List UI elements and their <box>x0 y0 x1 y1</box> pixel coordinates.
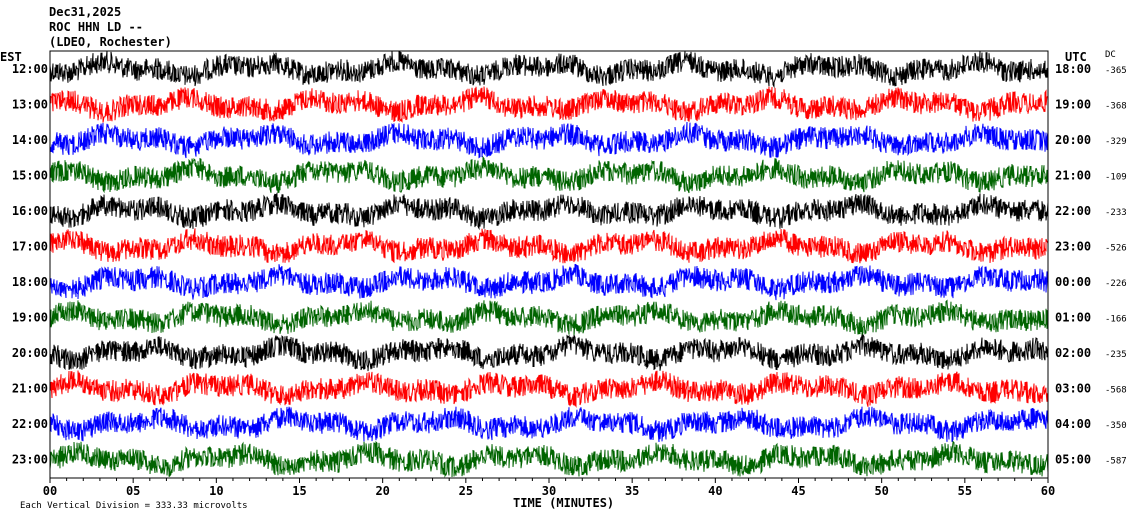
trace-line <box>49 440 1049 478</box>
trace-line <box>49 192 1049 231</box>
est-hour-label: 20:00 <box>12 346 48 360</box>
dc-offset-label: -526 <box>1105 244 1127 254</box>
x-tick-label: 45 <box>791 484 805 498</box>
utc-hour-label: 03:00 <box>1055 382 1091 396</box>
trace-line <box>49 86 1049 123</box>
trace-line <box>49 263 1049 301</box>
utc-hour-label: 22:00 <box>1055 204 1091 218</box>
utc-hour-label: 19:00 <box>1055 98 1091 112</box>
utc-hour-label: 18:00 <box>1055 62 1091 76</box>
x-tick-label: 15 <box>292 484 306 498</box>
x-tick-label: 25 <box>459 484 473 498</box>
x-tick-label: 20 <box>375 484 389 498</box>
utc-hour-label: 01:00 <box>1055 311 1091 325</box>
utc-hour-label: 21:00 <box>1055 169 1091 183</box>
header-network: (LDEO, Rochester) <box>49 35 172 49</box>
dc-offset-label: -329 <box>1105 137 1127 147</box>
x-tick-label: 30 <box>542 484 556 498</box>
trace-line <box>49 121 1049 159</box>
est-hour-label: 19:00 <box>12 311 48 325</box>
utc-hour-label: 04:00 <box>1055 417 1091 431</box>
x-tick-label: 60 <box>1041 484 1055 498</box>
x-tick-label: 05 <box>126 484 140 498</box>
est-hour-label: 16:00 <box>12 204 48 218</box>
row-labels: 12:00 18:00 -365 13:00 19:00 -368 14:00 20:00 -3… <box>12 62 1127 467</box>
header-date: Dec31,2025 <box>49 5 121 19</box>
trace-line <box>49 228 1049 264</box>
est-hour-label: 14:00 <box>12 133 48 147</box>
right-axis-title: UTC <box>1065 50 1087 64</box>
utc-hour-label: 23:00 <box>1055 240 1091 254</box>
dc-offset-label: -166 <box>1105 315 1127 325</box>
trace-line <box>49 50 1049 89</box>
dc-offset-label: -368 <box>1105 102 1127 112</box>
trace-line <box>49 406 1049 443</box>
dc-offset-label: -226 <box>1105 279 1127 289</box>
x-tick-label: 00 <box>43 484 57 498</box>
trace-line <box>49 333 1049 372</box>
x-tick-label: 35 <box>625 484 639 498</box>
header-station: ROC HHN LD -- <box>49 20 143 34</box>
dc-column-title: DC <box>1105 50 1116 60</box>
est-hour-label: 12:00 <box>12 62 48 76</box>
trace-line <box>49 370 1049 408</box>
est-hour-label: 13:00 <box>12 98 48 112</box>
dc-offset-label: -365 <box>1105 66 1127 76</box>
dc-offset-label: -568 <box>1105 386 1127 396</box>
plot-frame <box>49 50 1049 479</box>
est-hour-label: 18:00 <box>12 275 48 289</box>
utc-hour-label: 05:00 <box>1055 453 1091 467</box>
trace-line <box>49 155 1049 194</box>
x-tick-label: 55 <box>958 484 972 498</box>
x-axis-title: TIME (MINUTES) <box>513 496 614 510</box>
est-hour-label: 23:00 <box>12 453 48 467</box>
dc-offset-label: -587 <box>1105 457 1127 467</box>
utc-hour-label: 02:00 <box>1055 346 1091 360</box>
scale-note: Each Vertical Division = 333.33 microvol… <box>20 501 248 511</box>
est-hour-label: 22:00 <box>12 417 48 431</box>
dc-offset-label: -235 <box>1105 350 1127 360</box>
utc-hour-label: 20:00 <box>1055 133 1091 147</box>
x-tick-label: 50 <box>874 484 888 498</box>
x-tick-label: 10 <box>209 484 223 498</box>
left-axis-title: EST <box>0 50 22 64</box>
utc-hour-label: 00:00 <box>1055 275 1091 289</box>
est-hour-label: 15:00 <box>12 169 48 183</box>
est-hour-label: 21:00 <box>12 382 48 396</box>
x-tick-label: 40 <box>708 484 722 498</box>
dc-offset-label: -233 <box>1105 208 1127 218</box>
seismic-traces <box>49 50 1049 478</box>
dc-offset-label: -109 <box>1105 173 1127 183</box>
est-hour-label: 17:00 <box>12 240 48 254</box>
trace-line <box>49 299 1049 336</box>
x-axis: 00 05 10 15 20 25 30 35 40 45 50 55 60 <box>43 478 1055 498</box>
dc-offset-label: -350 <box>1105 421 1127 431</box>
